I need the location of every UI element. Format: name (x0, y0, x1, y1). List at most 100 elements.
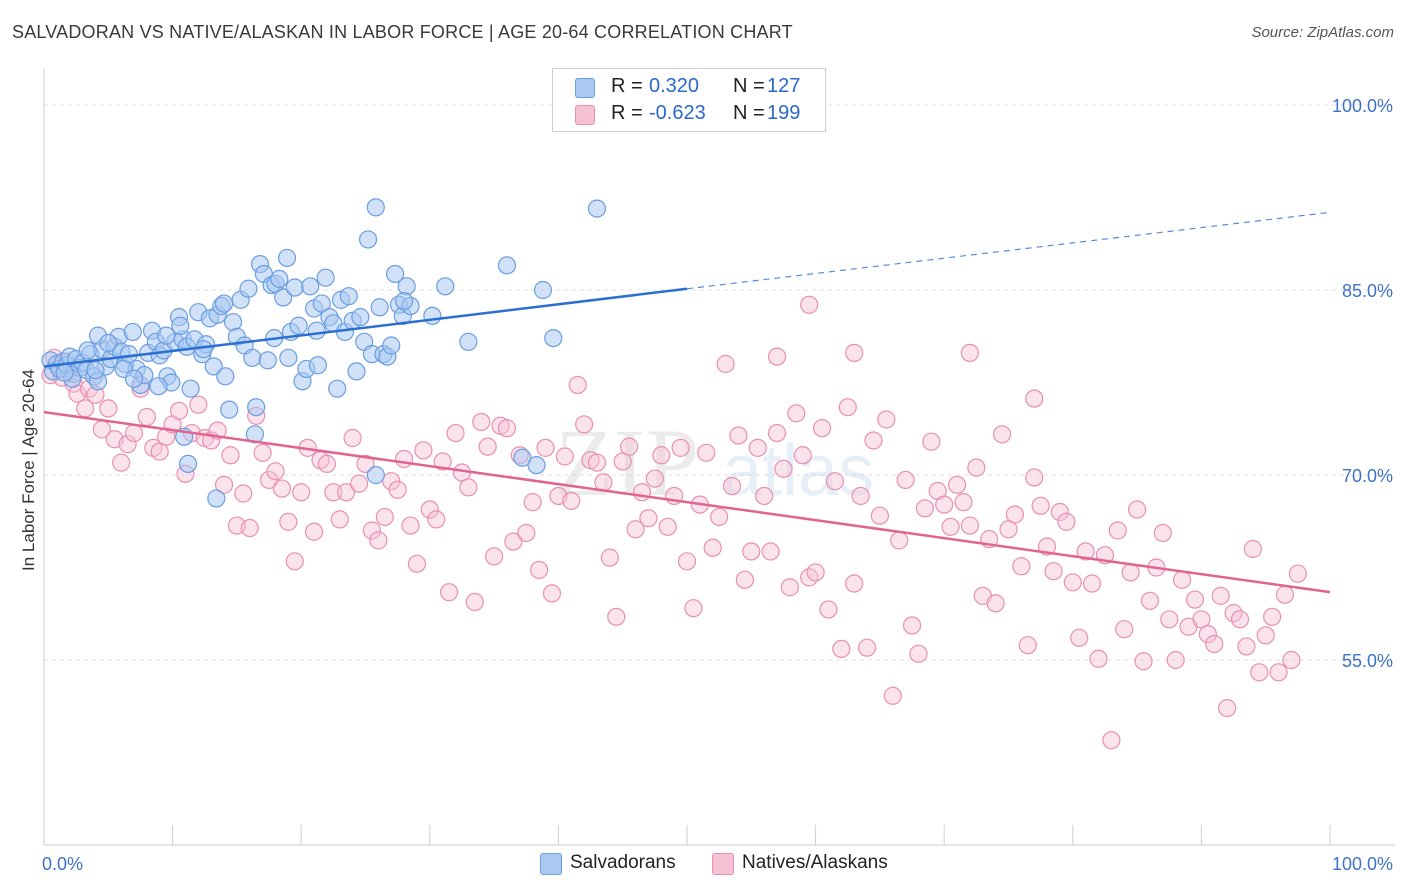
native-point (1237, 637, 1256, 656)
native-point (902, 616, 922, 635)
native-point (883, 686, 902, 705)
salvadoran-point (358, 230, 378, 249)
native-point (1185, 590, 1205, 609)
salvadoran-point (328, 379, 347, 398)
native-point (99, 399, 118, 418)
native-point (986, 594, 1005, 613)
salvadoran-point (194, 340, 213, 359)
native-point (1076, 542, 1095, 561)
native-point (1057, 512, 1076, 531)
native-point (555, 447, 574, 466)
native-point (1263, 607, 1282, 626)
native-point (530, 560, 549, 580)
native-point (832, 639, 851, 659)
native-point (658, 517, 677, 536)
native-point (568, 375, 587, 395)
trend-lines (43, 211, 1331, 594)
legend-r-label: R = (611, 102, 643, 124)
native-point (639, 509, 658, 528)
native-point (575, 415, 594, 434)
salvadoran-point (544, 329, 563, 348)
salvadoran-point (124, 369, 144, 388)
native-point (465, 592, 484, 612)
native-point (446, 423, 465, 443)
salvadoran-point (513, 448, 532, 467)
salvadoran-point (285, 278, 304, 297)
bottom-legend-label: Salvadorans (570, 852, 676, 873)
y-tick-label: 70.0% (1342, 466, 1393, 486)
native-point (787, 404, 806, 423)
watermark: ZIP atlas (555, 409, 874, 516)
salvadoran-point (394, 292, 414, 311)
salvadoran-point (78, 341, 97, 360)
native-point (1230, 610, 1250, 629)
legend-n-value: 127 (767, 75, 801, 97)
axes (43, 68, 1395, 846)
salvadoran-point (99, 333, 118, 353)
native-point (1134, 652, 1153, 671)
native-point (780, 578, 799, 597)
native-point (330, 510, 349, 529)
native-point (497, 419, 517, 438)
legend-swatch-blue (575, 78, 595, 98)
native-point (504, 532, 523, 551)
native-point (935, 495, 954, 514)
salvadoran-point (289, 316, 308, 335)
native-point (767, 423, 787, 443)
salvadoran-trend-line (43, 287, 688, 368)
salvadoran-point (247, 398, 266, 417)
native-point (169, 401, 189, 420)
y-tick-label: 85.0% (1342, 281, 1393, 301)
native-point (767, 347, 787, 366)
y-tick-label: 55.0% (1342, 651, 1393, 671)
native-point (1243, 539, 1262, 559)
native-point (1063, 573, 1082, 592)
native-point (1160, 610, 1179, 629)
native-point (401, 516, 420, 535)
native-point (1282, 650, 1301, 670)
salvadoran-point (316, 268, 335, 287)
native-point (394, 449, 414, 469)
native-point (1025, 389, 1044, 408)
native-point (806, 563, 825, 582)
salvadoran-point (216, 367, 235, 386)
native-point (1012, 557, 1031, 576)
native-point (1250, 663, 1269, 682)
salvadoran-point (157, 326, 176, 345)
native-point (896, 470, 915, 490)
salvadoran-point (149, 377, 168, 396)
native-point (472, 412, 491, 432)
native-point (722, 477, 742, 496)
legend-r-value: -0.623 (649, 102, 706, 124)
salvadoran-point (220, 400, 239, 419)
native-point (1211, 586, 1230, 605)
native-point (632, 483, 652, 502)
native-point (716, 354, 735, 374)
native-point (697, 443, 716, 462)
tick-labels: 100.0% 85.0% 70.0% 55.0% 0.0% 100.0% (42, 96, 1393, 874)
legend-r-value: 0.320 (649, 75, 700, 97)
native-point (825, 472, 844, 491)
native-point (1102, 731, 1121, 750)
native-point (1031, 496, 1050, 515)
native-point (992, 425, 1012, 444)
native-point (414, 441, 433, 460)
salvadoran-point (277, 248, 297, 268)
correlation-legend: R = 0.320 N = 127 R = -0.623 N = 199 (552, 68, 826, 132)
native-point (703, 538, 722, 557)
native-point (124, 423, 144, 443)
native-point (523, 493, 542, 512)
native-point (118, 435, 137, 454)
native-point (317, 454, 337, 473)
native-point (922, 432, 941, 451)
native-point (536, 438, 555, 457)
salvadoran-point (178, 454, 198, 473)
native-point (285, 552, 304, 571)
native-point (755, 486, 774, 506)
native-point (324, 483, 343, 502)
salvadoran-point (171, 316, 190, 335)
native-point (292, 483, 311, 502)
legend-n-value: 199 (767, 102, 801, 124)
salvadoran-point (459, 332, 478, 351)
